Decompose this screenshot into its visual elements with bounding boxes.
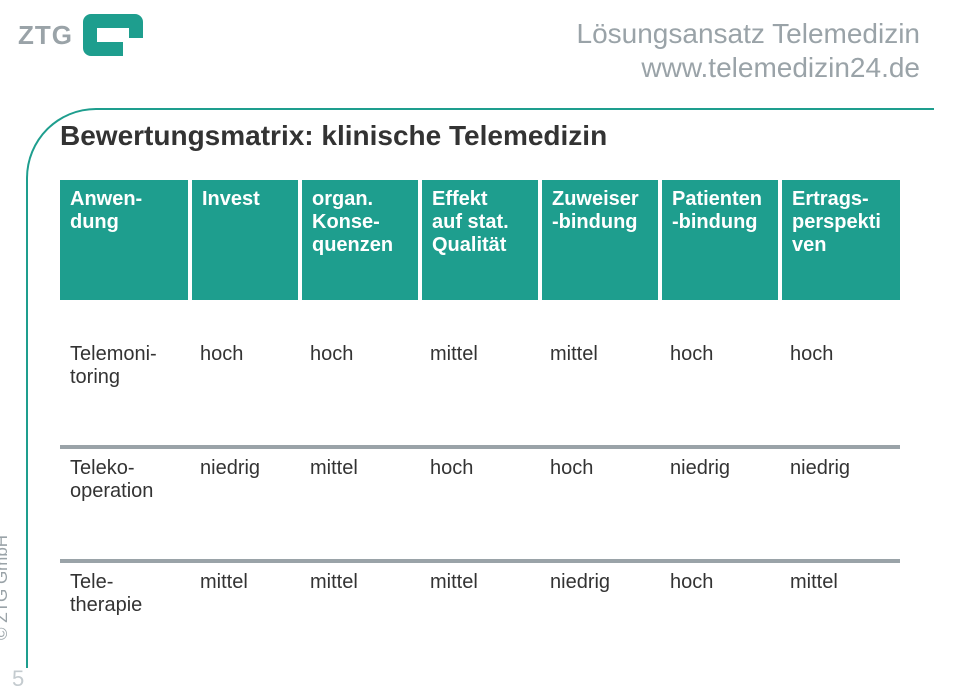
table-cell: niedrig xyxy=(780,447,900,527)
table-header-cell: Ertrags-perspektiven xyxy=(780,180,900,300)
table-cell: mittel xyxy=(300,447,420,527)
slide: ZTG Lösungsansatz Telemedizin www.teleme… xyxy=(0,0,960,700)
table-cell: hoch xyxy=(300,334,420,414)
row-label: Teleko-operation xyxy=(60,447,190,527)
table-header-cell: Zuweiser-bindung xyxy=(540,180,660,300)
logo-text: ZTG xyxy=(18,20,73,51)
row-label: Tele-therapie xyxy=(60,561,190,641)
header-title-1: Lösungsansatz Telemedizin xyxy=(577,18,920,50)
slide-subtitle: Bewertungsmatrix: klinische Telemedizin xyxy=(60,120,920,152)
table-cell: hoch xyxy=(420,447,540,527)
table-cell: niedrig xyxy=(190,447,300,527)
row-label: Telemoni-toring xyxy=(60,334,190,414)
table-spacer xyxy=(60,300,900,334)
table-cell: mittel xyxy=(300,561,420,641)
table-cell: hoch xyxy=(780,334,900,414)
table-row: Telemoni-toring hoch hoch mittel mittel … xyxy=(60,334,900,414)
table-cell: hoch xyxy=(190,334,300,414)
table-cell: mittel xyxy=(780,561,900,641)
table-row: Teleko-operation niedrig mittel hoch hoc… xyxy=(60,447,900,527)
header-title-2: www.telemedizin24.de xyxy=(577,52,920,84)
copyright: © ZTG GmbH xyxy=(0,535,12,640)
table-header-cell: Anwen-dung xyxy=(60,180,190,300)
slide-number: 5 xyxy=(12,666,24,692)
table-spacer xyxy=(60,527,900,561)
table-header-cell: Effektauf stat.Qualität xyxy=(420,180,540,300)
table-cell: niedrig xyxy=(660,447,780,527)
table-cell: mittel xyxy=(420,334,540,414)
table-header-cell: Patienten-bindung xyxy=(660,180,780,300)
table-spacer xyxy=(60,413,900,447)
table-row: Tele-therapie mittel mittel mittel niedr… xyxy=(60,561,900,641)
header-titles: Lösungsansatz Telemedizin www.telemedizi… xyxy=(577,18,920,84)
table-cell: niedrig xyxy=(540,561,660,641)
table-header-cell: Invest xyxy=(190,180,300,300)
table-cell: hoch xyxy=(540,447,660,527)
table-cell: mittel xyxy=(420,561,540,641)
evaluation-matrix-table: Anwen-dung Invest organ.Konse-quenzen Ef… xyxy=(60,180,900,641)
logo-mark-icon xyxy=(83,14,143,56)
table-cell: mittel xyxy=(540,334,660,414)
table-cell: hoch xyxy=(660,561,780,641)
table-header-row: Anwen-dung Invest organ.Konse-quenzen Ef… xyxy=(60,180,900,300)
table-header-cell: organ.Konse-quenzen xyxy=(300,180,420,300)
table-cell: mittel xyxy=(190,561,300,641)
table-cell: hoch xyxy=(660,334,780,414)
logo: ZTG xyxy=(18,14,143,56)
content: Bewertungsmatrix: klinische Telemedizin … xyxy=(60,120,920,641)
